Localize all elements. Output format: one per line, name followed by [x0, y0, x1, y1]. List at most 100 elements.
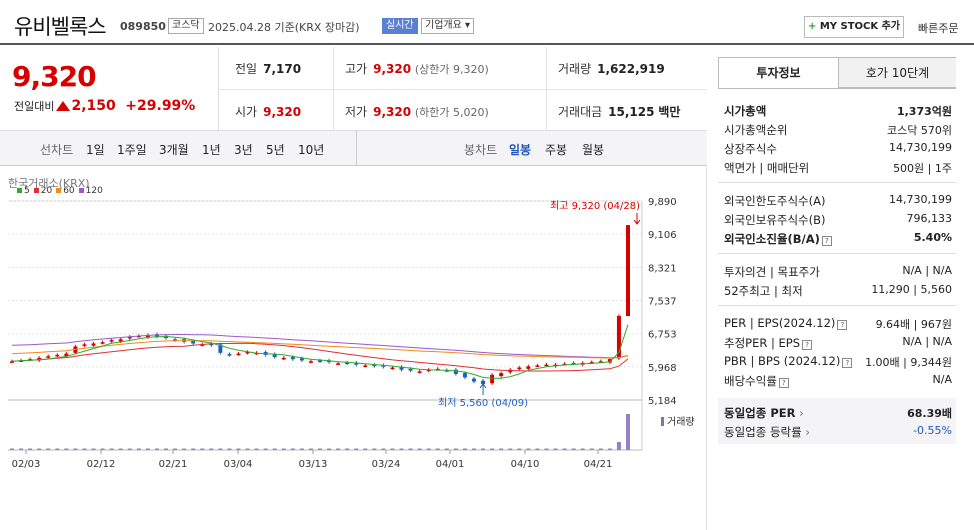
tab-monthly[interactable]: 월봉: [582, 143, 605, 157]
volume-bar: [100, 448, 105, 450]
y-tick-label: 8,321: [648, 263, 677, 274]
candle: [173, 339, 178, 341]
row-dividend: 배당수익률? N/A: [724, 373, 952, 388]
volume-bar: [318, 448, 322, 450]
volume-bar: [508, 448, 513, 450]
row-shares: 상장주식수 14,730,199: [724, 141, 952, 156]
volume-bar: [580, 448, 585, 450]
candle: [91, 343, 96, 346]
y-tick-label: 5,968: [648, 363, 677, 374]
candle: [127, 336, 132, 339]
candle: [191, 340, 196, 344]
help-icon[interactable]: ?: [842, 358, 853, 368]
candle: [290, 357, 295, 360]
tab-daily[interactable]: 일봉: [509, 143, 532, 157]
tab-orderbook[interactable]: 호가 10단계: [838, 58, 956, 88]
high-label: 최고 9,320 (04/28): [550, 200, 640, 212]
row-industry-rate[interactable]: 동일업종 등락률 › -0.55%: [724, 424, 952, 439]
up-arrow-icon: [56, 101, 71, 111]
corp-overview-button[interactable]: 기업개요 ▾: [421, 18, 475, 34]
volume-bar: [472, 448, 476, 450]
volume-bar: [363, 448, 368, 450]
volume-bar: [55, 448, 60, 450]
candle: [616, 316, 621, 359]
volume-bar: [173, 448, 178, 450]
candle: [472, 378, 476, 382]
tab-1y[interactable]: 1년: [202, 143, 221, 157]
quick-order-button[interactable]: 빠른주문: [918, 22, 959, 35]
row-est-per-eps: 추정PER | EPS? N/A | N/A: [724, 335, 952, 350]
candle: [55, 354, 60, 357]
volume-bar: [164, 448, 168, 450]
legend-label-60: 60: [63, 186, 75, 196]
change-value: 2,150: [71, 98, 116, 114]
tab-3m[interactable]: 3개월: [159, 143, 189, 157]
volume-bar: [136, 448, 141, 450]
legend-swatch-5: [17, 188, 22, 193]
row-opinion: 투자의견 | 목표주가 N/A | N/A: [724, 264, 952, 279]
x-tick-label: 03/24: [372, 459, 401, 470]
volume-label: 거래량: [667, 416, 695, 428]
realtime-badge[interactable]: 실시간: [382, 18, 418, 34]
tab-3y[interactable]: 3년: [234, 143, 253, 157]
tab-5y[interactable]: 5년: [266, 143, 285, 157]
candle: [154, 334, 159, 337]
volume-bar: [517, 448, 522, 450]
help-icon[interactable]: ?: [778, 378, 789, 388]
candle: [236, 353, 241, 356]
ma-line-60: [11, 340, 629, 359]
volume-legend-swatch: [661, 417, 664, 426]
help-icon[interactable]: ?: [802, 340, 813, 350]
row-industry-per[interactable]: 동일업종 PER › 68.39배: [724, 406, 952, 420]
quote-prev: 전일 7,170: [235, 62, 302, 76]
volume-bar: [64, 448, 69, 450]
volume-bar: [109, 448, 114, 450]
candlestick-chart[interactable]: 9,890 9,106 8,321 7,537 6,753 5,968 5,184 최고 9,…: [0, 167, 706, 530]
volume-bar: [145, 448, 150, 450]
quote-volume: 거래량 1,622,919: [558, 62, 665, 76]
candle: [37, 357, 42, 361]
row-market-cap-rank: 시가총액순위 코스닥 570위: [724, 123, 952, 137]
volume-bar: [191, 448, 196, 450]
current-price: 9,320: [12, 60, 97, 93]
candle: [299, 358, 304, 361]
row-market-cap: 시가총액 1,373억원: [724, 104, 952, 118]
legend-label-120: 120: [85, 186, 103, 196]
candle: [372, 364, 377, 367]
legend-swatch-120: [78, 188, 84, 193]
ma-line-5: [11, 324, 629, 379]
volume-bar: [589, 448, 594, 450]
x-tick-label: 02/12: [87, 459, 116, 470]
tab-weekly[interactable]: 주봉: [545, 143, 568, 157]
y-tick-label: 6,753: [648, 330, 677, 341]
x-tick-label: 04/01: [436, 459, 465, 470]
tab-10y[interactable]: 10년: [298, 143, 325, 157]
x-tick-label: 03/13: [299, 459, 328, 470]
candle: [218, 344, 223, 353]
candle: [281, 357, 286, 360]
y-tick-label: 9,106: [648, 230, 677, 241]
candle: [245, 351, 250, 354]
help-icon[interactable]: ?: [821, 236, 832, 246]
add-mystock-button[interactable]: + MY STOCK 추가: [804, 16, 904, 38]
volume-bar: [182, 448, 187, 450]
volume-bar: [526, 448, 531, 450]
tab-1d[interactable]: 1일: [86, 143, 105, 157]
candle: [544, 364, 549, 367]
volume-bar: [499, 448, 504, 450]
volume-bar: [28, 448, 33, 450]
tab-1w[interactable]: 1주일: [117, 143, 147, 157]
candle: [426, 369, 431, 372]
ma-legend: 5 20 60 120: [13, 186, 103, 196]
x-tick-label: 02/03: [12, 459, 41, 470]
volume-bar: [209, 448, 214, 450]
change-percent: +29.99%: [125, 98, 196, 114]
volume-bar: [598, 448, 603, 450]
candle: [462, 373, 467, 378]
volume-bar: [91, 448, 96, 450]
help-icon[interactable]: ?: [837, 320, 848, 330]
tab-investment-info[interactable]: 투자정보: [719, 58, 838, 88]
volume-bar: [227, 448, 232, 450]
x-tick-label: 04/21: [584, 459, 613, 470]
stock-name: 유비벨록스: [14, 15, 107, 39]
